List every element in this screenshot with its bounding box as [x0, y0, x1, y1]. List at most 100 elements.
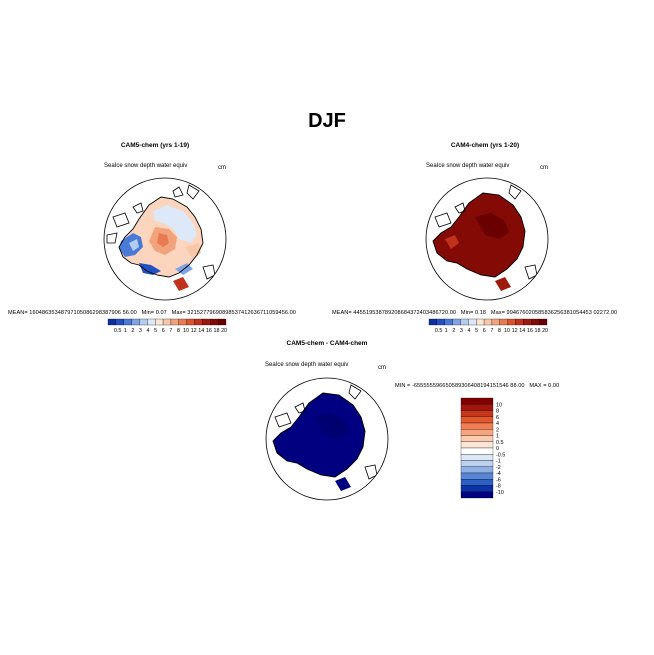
colorbar-tick-label-cam4: 2	[452, 328, 455, 334]
colorbar-tick-label-cam5: 16	[206, 328, 212, 334]
colorbar-tick-label-cam5: 1	[124, 328, 127, 334]
min-value-cam4: 0.18	[474, 310, 487, 316]
colorbar-tick-label-cam4: 12	[512, 328, 518, 334]
colorbar-swatch-cam5	[115, 318, 124, 326]
colorbar-swatch-diff	[460, 485, 494, 492]
panel-title-cam5: CAM5-chem (yrs 1-19)	[120, 142, 190, 149]
mean-label-cam4: MEAN=	[332, 310, 352, 316]
colorbar-swatch-cam5	[139, 318, 148, 326]
min-value-cam5: 0.07	[155, 310, 167, 316]
max-label-cam4: Max=	[490, 310, 505, 316]
colorbar-tick-label-diff: 4	[496, 421, 499, 427]
colorbar-swatch-cam4	[460, 318, 469, 326]
colorbar-tick-label-diff: 6	[496, 415, 499, 421]
mean-label-cam5: MEAN=	[8, 310, 28, 316]
colorbar-tick-label-cam5: 0.5	[114, 328, 122, 334]
colorbar-swatch-cam4	[491, 318, 500, 326]
colorbar-tick-label-cam4: 7	[490, 328, 493, 334]
colorbar-tick-label-cam4: 20	[542, 328, 548, 334]
colorbar-swatch-cam5	[170, 318, 179, 326]
colorbar-swatch-diff	[460, 460, 494, 467]
units-label-cam5: cm	[218, 165, 226, 171]
min-value-diff: -655555596650589306408194151546 88.00	[411, 383, 525, 389]
colorbar-tick-label-cam4: 0.5	[435, 328, 443, 334]
colorbar-swatch-cam5	[202, 318, 211, 326]
colorbar-tick-label-cam5: 7	[169, 328, 172, 334]
colorbar-tick-label-cam4: 16	[527, 328, 533, 334]
colorbar-swatch-cam5	[162, 318, 172, 326]
colorbar-tick-label-cam5: 5	[154, 328, 157, 334]
min-label-cam5: Min=	[141, 310, 155, 316]
colorbar-swatch-diff	[460, 435, 494, 442]
polar-map-cam4	[425, 177, 549, 301]
colorbar-tick-label-cam4: 10	[504, 328, 510, 334]
colorbar-swatch-diff	[460, 429, 494, 436]
colorbar-swatch-cam4	[444, 318, 453, 326]
colorbar-tick-label-diff: 0.5	[496, 440, 504, 446]
colorbar-swatch-cam4	[452, 318, 461, 326]
colorbar-swatch-diff	[460, 447, 494, 455]
units-label-cam4: cm	[540, 165, 548, 171]
mean-value-cam4: 445519538789208684372403486720.00	[353, 310, 457, 316]
colorbar-swatch-diff	[460, 454, 494, 461]
colorbar-swatch-cam4	[538, 318, 548, 326]
colorbar-tick-label-diff: 10	[496, 402, 502, 408]
colorbar-swatch-diff	[460, 422, 494, 430]
colorbar-tick-label-cam5: 20	[221, 328, 227, 334]
colorbar-swatch-diff	[460, 410, 494, 417]
colorbar-tick-label-diff: -10	[496, 490, 504, 496]
units-label-diff: cm	[378, 365, 386, 371]
colorbar-swatch-cam4	[483, 318, 493, 326]
max-label-cam5: Max=	[171, 310, 186, 316]
colorbar-cam5: 0.5 1 2 3 4 5 6 7 8 10 12 14 16 18 20	[107, 318, 227, 334]
colorbar-tick-label-cam4: 1	[445, 328, 448, 334]
colorbar-swatch-cam4	[515, 318, 524, 326]
mean-value-cam5: 16048635348797105086298387906 56.00	[29, 310, 137, 316]
polar-map-cam5	[103, 177, 227, 301]
colorbar-tick-label-cam4: 18	[534, 328, 540, 334]
colorbar-swatch-cam5	[178, 318, 187, 326]
colorbar-tick-label-diff: -2	[496, 465, 501, 471]
colorbar-swatch-diff	[460, 479, 494, 486]
colorbar-tick-label-diff: 1	[496, 434, 499, 440]
panel-title-cam4: CAM4-chem (yrs 1-20)	[450, 142, 520, 149]
colorbar-swatch-cam4	[476, 318, 485, 326]
colorbar-swatch-diff	[460, 491, 494, 499]
stats-line-cam5: MEAN= 16048635348797105086298387906 56.0…	[8, 310, 296, 316]
colorbar-tick-label-diff: -6	[496, 477, 501, 483]
colorbar-tick-label-diff: 8	[496, 409, 499, 415]
colorbar-swatch-diff	[460, 472, 494, 480]
colorbar-swatch-cam5	[155, 318, 164, 326]
seaice-field-diff	[273, 393, 365, 477]
colorbar-tick-label-cam5: 6	[162, 328, 165, 334]
variable-label-cam5: SeaIce snow depth water equiv	[104, 163, 188, 169]
max-label-diff: MAX =	[529, 383, 547, 389]
colorbar-tick-label-cam5: 8	[177, 328, 180, 334]
colorbar-swatch-cam4	[436, 318, 445, 326]
colorbar-swatch-cam5	[186, 318, 195, 326]
stats-line-diff: MIN = -655555596650589306408194151546 88…	[395, 383, 559, 389]
colorbar-tick-label-cam4: 8	[498, 328, 501, 334]
colorbar-tick-label-cam5: 18	[213, 328, 219, 334]
colorbar-cam4: 0.5 1 2 3 4 5 6 7 8 10 12 14 16 18 20	[428, 318, 548, 334]
seaice-field-cam4	[433, 193, 525, 277]
colorbar-swatch-cam4	[523, 318, 532, 326]
colorbar-tick-label-diff: 0	[496, 446, 499, 452]
colorbar-tick-label-diff: -0.5	[496, 452, 505, 458]
colorbar-tick-label-diff: 2	[496, 427, 499, 433]
max-value-cam5: 32152779690898537412636711059456.00	[187, 310, 296, 316]
colorbar-tick-label-diff: -1	[496, 459, 501, 465]
colorbar-tick-label-cam4: 5	[475, 328, 478, 334]
colorbar-swatch-cam5	[107, 318, 117, 326]
colorbar-swatch-diff	[460, 404, 494, 411]
colorbar-tick-label-diff: -8	[496, 484, 501, 490]
colorbar-tick-label-cam4: 4	[468, 328, 471, 334]
colorbar-swatch-cam5	[210, 318, 219, 326]
min-label-diff: MIN =	[395, 383, 411, 389]
colorbar-swatch-cam5	[123, 318, 132, 326]
min-label-cam4: Min=	[460, 310, 474, 316]
colorbar-swatch-cam5	[147, 318, 156, 326]
colorbar-tick-label-cam5: 14	[198, 328, 204, 334]
variable-label-diff: SeaIce snow depth water equiv	[265, 362, 349, 368]
